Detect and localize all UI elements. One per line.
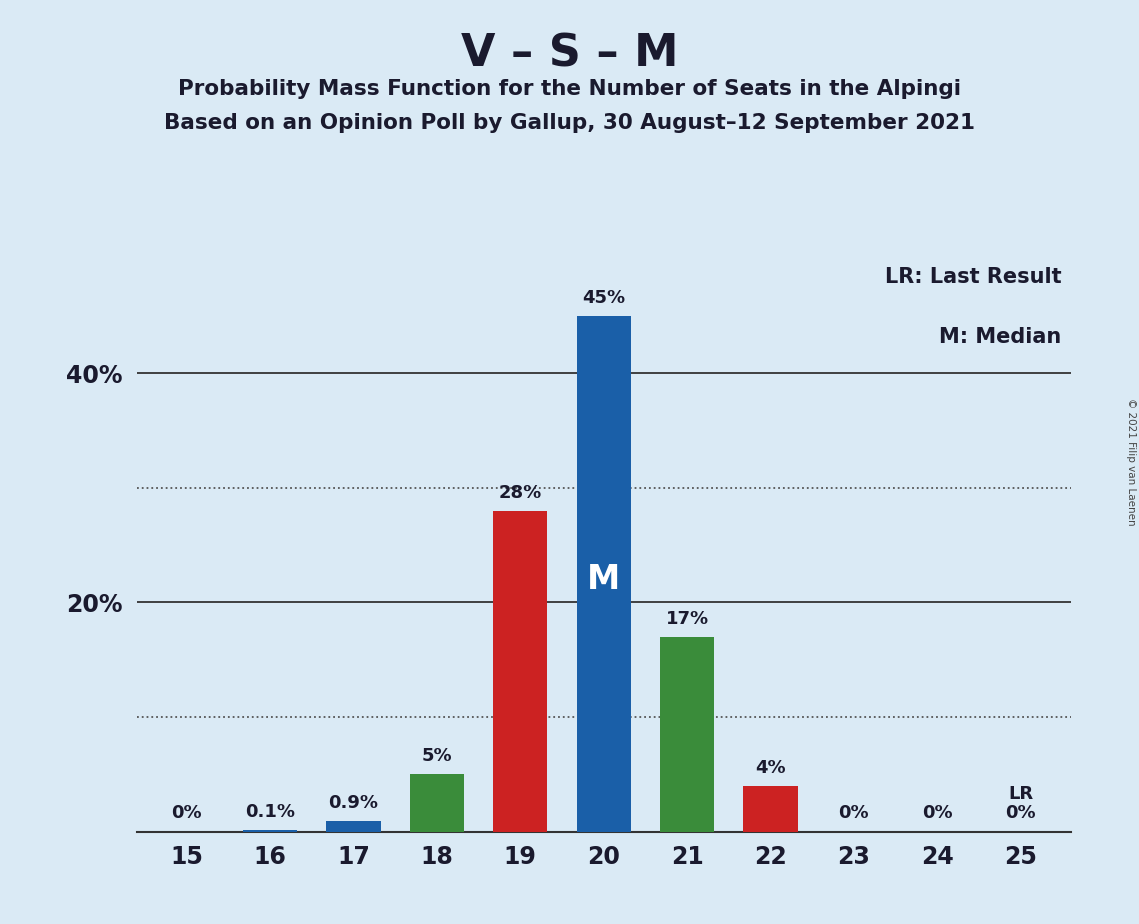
Text: 0.1%: 0.1% bbox=[245, 803, 295, 821]
Text: LR: LR bbox=[1008, 785, 1033, 803]
Text: Based on an Opinion Poll by Gallup, 30 August–12 September 2021: Based on an Opinion Poll by Gallup, 30 A… bbox=[164, 113, 975, 133]
Text: 45%: 45% bbox=[582, 289, 625, 307]
Text: 28%: 28% bbox=[499, 483, 542, 502]
Text: 0%: 0% bbox=[171, 805, 202, 822]
Text: © 2021 Filip van Laenen: © 2021 Filip van Laenen bbox=[1126, 398, 1136, 526]
Bar bbox=[493, 511, 548, 832]
Text: M: M bbox=[587, 563, 621, 596]
Text: M: Median: M: Median bbox=[939, 327, 1062, 347]
Text: 17%: 17% bbox=[665, 610, 708, 627]
Bar bbox=[744, 785, 797, 832]
Text: 0%: 0% bbox=[1006, 805, 1036, 822]
Bar bbox=[659, 637, 714, 832]
Bar bbox=[243, 831, 297, 832]
Text: LR: Last Result: LR: Last Result bbox=[885, 267, 1062, 287]
Text: 5%: 5% bbox=[421, 748, 452, 765]
Bar bbox=[576, 316, 631, 832]
Text: Probability Mass Function for the Number of Seats in the Alpingi: Probability Mass Function for the Number… bbox=[178, 79, 961, 99]
Text: 0.9%: 0.9% bbox=[328, 794, 378, 812]
Text: 0%: 0% bbox=[838, 805, 869, 822]
Text: 4%: 4% bbox=[755, 759, 786, 776]
Bar bbox=[327, 821, 380, 832]
Bar bbox=[410, 774, 464, 832]
Text: 0%: 0% bbox=[921, 805, 952, 822]
Text: V – S – M: V – S – M bbox=[461, 32, 678, 76]
